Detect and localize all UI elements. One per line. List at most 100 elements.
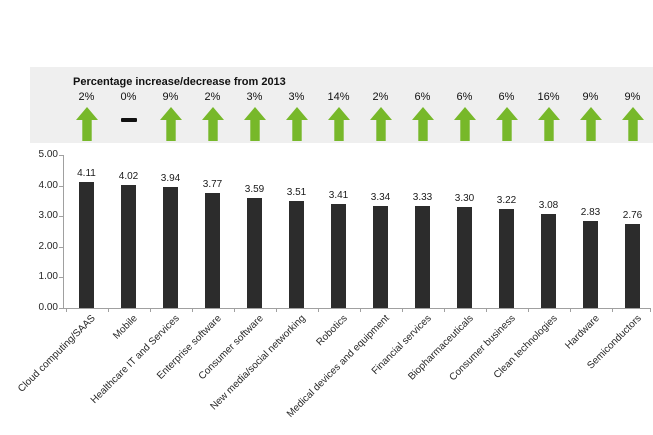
bar — [625, 223, 640, 308]
trend-indicator — [621, 107, 644, 141]
pct-change-column: 2% — [192, 90, 234, 141]
bar — [583, 221, 598, 308]
pct-label: 0% — [120, 91, 137, 103]
pct-label: 3% — [246, 91, 263, 103]
category-label: Robotics — [313, 313, 350, 349]
y-tick-mark — [59, 185, 63, 187]
trend-up-arrow-icon — [327, 107, 350, 141]
category-label: Hardware — [562, 313, 602, 352]
trend-up-arrow-icon — [243, 107, 266, 141]
pct-change-column: 2% — [360, 90, 402, 141]
pct-change-column: 3% — [276, 90, 318, 141]
pct-change-column: 6% — [486, 90, 528, 141]
y-axis-line — [63, 155, 64, 309]
pct-label: 9% — [582, 91, 599, 103]
x-tick-mark — [275, 308, 277, 312]
bar-value-label: 3.41 — [328, 189, 349, 201]
trend-indicator — [285, 107, 308, 141]
x-tick-mark — [443, 308, 445, 312]
bar-value-label: 3.51 — [286, 186, 307, 198]
bar-value-label: 2.83 — [580, 207, 601, 219]
trend-indicator — [243, 107, 266, 141]
y-tick-label: 0.00 — [38, 302, 58, 313]
trend-indicator — [120, 107, 137, 141]
pct-label: 14% — [327, 91, 350, 103]
bar — [121, 184, 136, 308]
trend-up-arrow-icon — [621, 107, 644, 141]
bar-value-label: 3.08 — [538, 199, 559, 211]
x-tick-mark — [611, 308, 613, 312]
trend-indicator — [453, 107, 476, 141]
bar — [247, 198, 262, 308]
x-tick-mark — [65, 308, 67, 312]
y-tick-mark — [59, 216, 63, 218]
x-tick-mark — [650, 308, 651, 312]
trend-up-arrow-icon — [285, 107, 308, 141]
bar-value-label: 2.76 — [622, 209, 643, 221]
y-tick-label: 4.00 — [38, 179, 58, 191]
pct-change-column: 0% — [108, 90, 150, 141]
trend-up-arrow-icon — [159, 107, 182, 141]
bar-value-label: 3.94 — [160, 173, 181, 185]
x-tick-mark — [233, 308, 235, 312]
x-tick-mark — [485, 308, 487, 312]
y-tick-mark — [59, 155, 63, 156]
pct-change-column: 14% — [318, 90, 360, 141]
pct-change-column: 9% — [612, 90, 653, 141]
pct-label: 2% — [78, 91, 95, 103]
pct-label: 9% — [624, 91, 641, 103]
pct-label: 3% — [288, 91, 305, 103]
category-label: Healthcare IT and Services — [88, 313, 182, 406]
trend-indicator — [495, 107, 518, 141]
trend-up-arrow-icon — [369, 107, 392, 141]
x-axis-line — [63, 308, 651, 309]
bar — [541, 213, 556, 308]
pct-label: 6% — [456, 91, 473, 103]
bar — [457, 207, 472, 308]
y-tick-mark — [59, 308, 63, 309]
trend-indicator — [327, 107, 350, 141]
trend-up-arrow-icon — [453, 107, 476, 141]
trend-up-arrow-icon — [75, 107, 98, 141]
bar — [289, 200, 304, 308]
trend-indicator — [537, 107, 560, 141]
x-tick-mark — [149, 308, 151, 312]
trend-indicator — [201, 107, 224, 141]
trend-indicator — [159, 107, 182, 141]
bar — [415, 206, 430, 308]
pct-change-column: 6% — [444, 90, 486, 141]
category-label: Cloud computing/SAAS — [15, 313, 98, 395]
band-title: Percentage increase/decrease from 2013 — [73, 76, 286, 88]
bar-value-label: 4.02 — [118, 170, 139, 182]
bar — [163, 187, 178, 308]
y-tick-mark — [59, 277, 63, 279]
y-tick-label: 3.00 — [38, 210, 58, 222]
pct-label: 6% — [414, 91, 431, 103]
x-tick-mark — [191, 308, 193, 312]
pct-label: 16% — [537, 91, 560, 103]
pct-change-column: 6% — [402, 90, 444, 141]
bar — [79, 182, 94, 308]
bar-value-label: 3.33 — [412, 192, 433, 204]
category-label: Mobile — [110, 313, 140, 342]
bar-value-label: 4.11 — [77, 168, 96, 180]
trend-indicator — [411, 107, 434, 141]
bar-value-label: 3.30 — [454, 193, 475, 205]
bar — [331, 203, 346, 308]
bar — [373, 205, 388, 308]
pct-change-column: 3% — [234, 90, 276, 141]
pct-label: 2% — [204, 91, 221, 103]
x-tick-mark — [569, 308, 571, 312]
y-tick-label: 5.00 — [38, 149, 58, 160]
x-tick-mark — [317, 308, 319, 312]
trend-up-arrow-icon — [537, 107, 560, 141]
bar — [205, 192, 220, 308]
pct-label: 6% — [498, 91, 515, 103]
x-tick-mark — [527, 308, 529, 312]
pct-change-column: 16% — [528, 90, 570, 141]
trend-indicator — [579, 107, 602, 141]
y-tick-label: 1.00 — [38, 271, 58, 283]
bar-value-label: 3.22 — [496, 195, 517, 207]
trend-up-arrow-icon — [201, 107, 224, 141]
